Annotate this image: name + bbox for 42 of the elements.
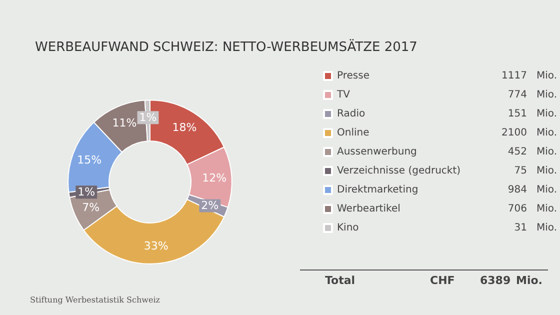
text: Mio.: [536, 128, 557, 138]
text: 31: [514, 222, 527, 234]
text: 2100: [502, 128, 527, 138]
text: CHF: [430, 274, 455, 287]
data-label: 1%: [139, 111, 157, 124]
legend-label: Presse: [337, 70, 370, 82]
text: Mio.: [536, 70, 557, 82]
legend-label: Direktmarketing: [337, 184, 418, 196]
text: Mio.: [536, 166, 557, 176]
legend-label: Radio: [337, 108, 366, 120]
text: 75: [514, 166, 527, 176]
text: 1117: [502, 70, 527, 82]
text: Total: [325, 274, 356, 287]
data-label: 12%: [202, 171, 227, 184]
text: 151: [508, 108, 527, 120]
legend-label: Verzeichnisse (gedruckt): [337, 166, 461, 176]
text: Mio.: [516, 274, 542, 287]
text: Mio.: [536, 146, 557, 158]
legend-label: Werbeartikel: [337, 204, 400, 214]
text: 774: [508, 90, 527, 100]
data-label: 2%: [201, 199, 219, 212]
text: Mio.: [536, 222, 557, 234]
data-label: 18%: [172, 121, 197, 134]
text: Mio.: [536, 204, 557, 214]
text: 6389: [480, 274, 511, 287]
legend-label: Kino: [337, 222, 359, 234]
text: Stiftung Werbestatistik Schweiz: [30, 296, 160, 304]
text: 452: [508, 146, 527, 158]
text: Mio.: [536, 184, 557, 196]
chart-title: WERBEAUFWAND SCHWEIZ: NETTO-WERBEUMSÄTZE 2017: [35, 39, 418, 55]
data-label: 7%: [82, 201, 100, 214]
data-label: 1%: [78, 186, 96, 199]
legend-label: Online: [337, 128, 370, 138]
legend-label: Aussenwerbung: [337, 146, 417, 158]
text: Mio.: [536, 90, 557, 100]
legend-label: TV: [336, 90, 350, 100]
data-label: 33%: [144, 240, 168, 253]
data-label: 11%: [112, 116, 137, 130]
text: 706: [508, 204, 527, 214]
data-label: 15%: [77, 154, 102, 167]
text: Mio.: [536, 108, 557, 120]
text: 984: [508, 184, 527, 196]
